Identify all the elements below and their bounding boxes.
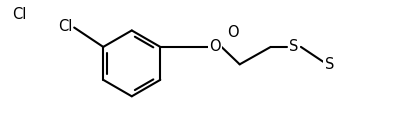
Text: Cl: Cl	[58, 19, 72, 34]
Text: O: O	[209, 39, 220, 54]
Text: O: O	[226, 25, 238, 40]
Text: Cl: Cl	[12, 7, 26, 22]
Text: S: S	[289, 39, 299, 54]
Text: S: S	[325, 57, 334, 72]
